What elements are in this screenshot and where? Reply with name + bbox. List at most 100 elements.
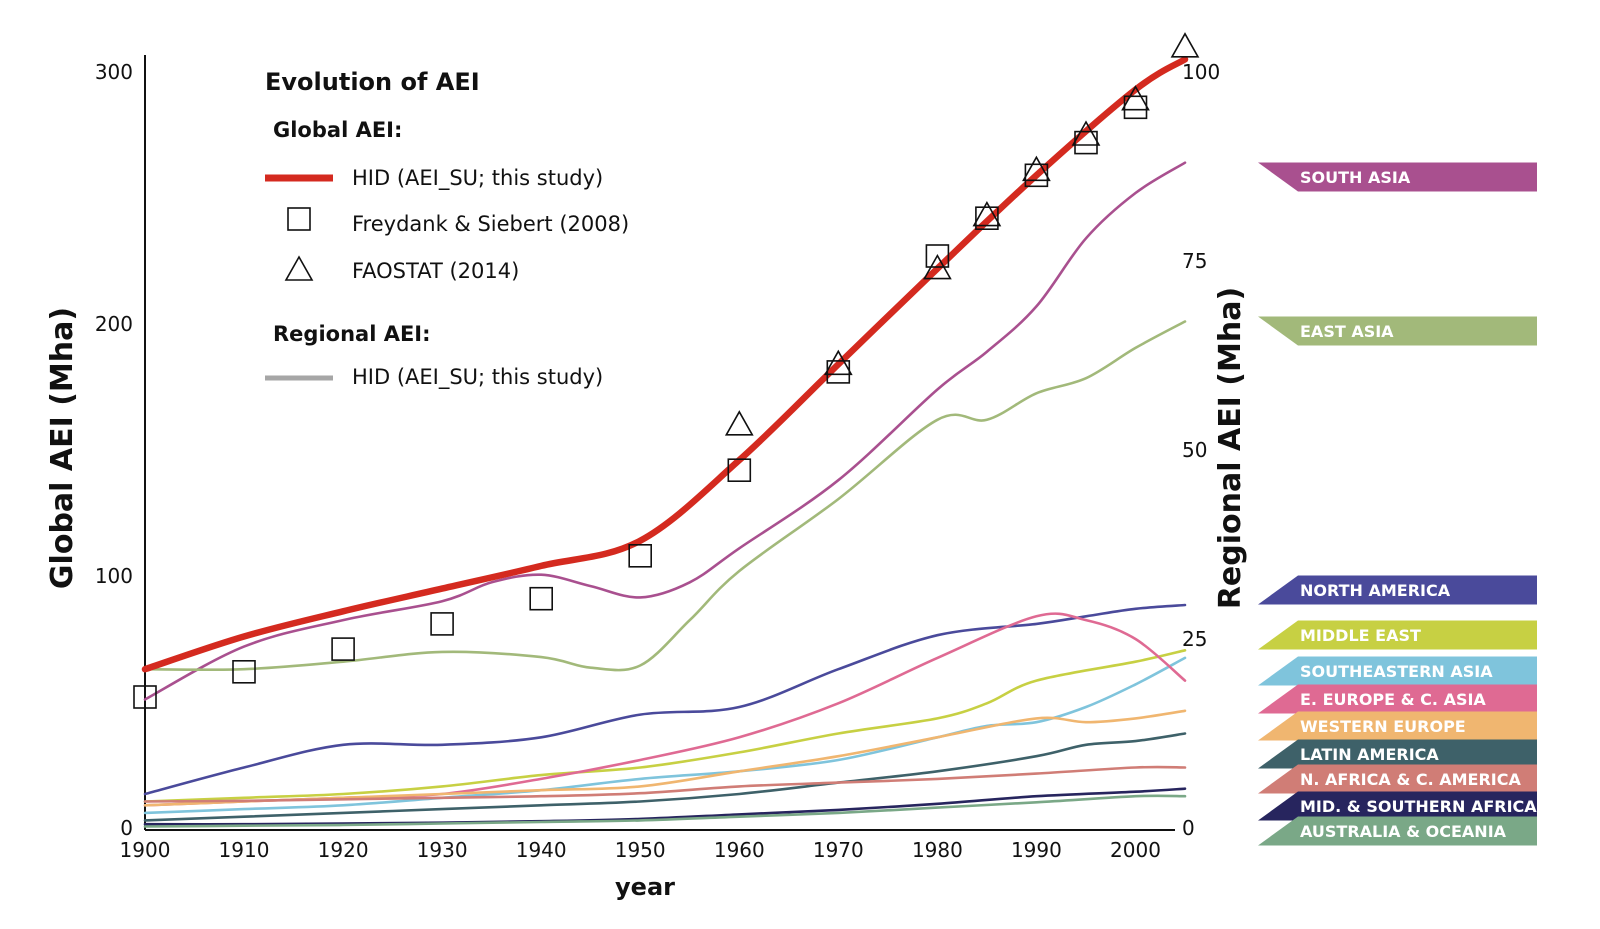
region-tag-shape xyxy=(1258,575,1537,605)
x-tick-label: 1990 xyxy=(1011,838,1062,862)
x-tick-label: 1960 xyxy=(714,838,765,862)
x-tick-label: 1950 xyxy=(615,838,666,862)
regional-line-latin-america xyxy=(143,732,1187,822)
region-tag-n-africa-c-america: N. AFRICA & C. AMERICA xyxy=(1258,764,1537,794)
x-tick-label: 1930 xyxy=(417,838,468,862)
x-tick-label: 1970 xyxy=(813,838,864,862)
freydank-marker-square xyxy=(925,244,950,268)
region-tag-latin-america: LATIN AMERICA xyxy=(1258,739,1537,769)
regional-series-lines xyxy=(143,161,1187,828)
region-tag-label: SOUTHEASTERN ASIA xyxy=(1300,662,1493,681)
x-tick-label: 1900 xyxy=(120,838,171,862)
y2-tick-label: 50 xyxy=(1182,438,1207,462)
region-tag-label: E. EUROPE & C. ASIA xyxy=(1300,690,1486,709)
chart-title: Evolution of AEI xyxy=(265,68,480,96)
freydank-marker-square xyxy=(975,206,999,230)
y-tick-label: 0 xyxy=(120,816,133,840)
x-tick-label: 1910 xyxy=(219,838,270,862)
region-tag-western-europe: WESTERN EUROPE xyxy=(1258,711,1537,741)
region-tag-australia-oceania: AUSTRALIA & OCEANIA xyxy=(1258,816,1537,846)
legend-hid-global-label: HID (AEI_SU; this study) xyxy=(352,166,603,191)
region-tag-shape xyxy=(1258,816,1537,846)
x-tick-label: 1920 xyxy=(318,838,369,862)
region-tag-label: LATIN AMERICA xyxy=(1300,745,1439,764)
y-axis-title-left: Global AEI (Mha) xyxy=(45,307,80,589)
freydank-marker-square xyxy=(133,685,157,709)
y-axis-title-right: Regional AEI (Mha) xyxy=(1213,287,1248,609)
faostat-marker-triangle xyxy=(1170,32,1200,58)
x-axis-title: year xyxy=(615,873,675,901)
region-tag-label: MIDDLE EAST xyxy=(1300,626,1421,645)
legend-freydank-label: Freydank & Siebert (2008) xyxy=(352,212,629,236)
regional-line-mid-southern-africa xyxy=(143,787,1187,826)
legend-global-heading: Global AEI: xyxy=(273,118,402,142)
y-tick-label: 200 xyxy=(95,312,133,336)
global-series-line xyxy=(141,56,1189,673)
freydank-marker-square xyxy=(628,543,653,568)
region-tag-shape xyxy=(1258,162,1537,192)
regional-line-south-asia xyxy=(143,161,1187,701)
faostat-marker-triangle xyxy=(923,253,952,280)
y2-tick-label: 75 xyxy=(1182,249,1207,273)
legend: Evolution of AEI Global AEI: HID (AEI_SU… xyxy=(265,68,629,390)
region-tag-label: NORTH AMERICA xyxy=(1300,581,1451,600)
regional-line-australia-oceania xyxy=(143,794,1187,828)
faostat-marker-triangle xyxy=(1121,85,1150,111)
region-tag-north-america: NORTH AMERICA xyxy=(1258,575,1537,605)
legend-square-marker xyxy=(287,207,311,231)
region-tag-shape xyxy=(1258,739,1537,769)
faostat-marker-triangle xyxy=(972,200,1002,227)
region-tag-shape xyxy=(1258,684,1537,714)
region-tag-label: AUSTRALIA & OCEANIA xyxy=(1300,822,1507,841)
region-tag-east-asia: EAST ASIA xyxy=(1258,316,1537,346)
regional-line-n-africa-c-america xyxy=(143,765,1187,803)
y2-tick-label: 25 xyxy=(1182,627,1207,651)
y-tick-label: 100 xyxy=(95,564,133,588)
faostat-marker-triangle xyxy=(823,349,853,376)
legend-triangle-marker xyxy=(284,255,314,281)
axes xyxy=(144,55,1175,831)
region-tags: SOUTH ASIA EAST ASIA NORTH AMERICA MIDDLE E… xyxy=(1258,162,1537,846)
region-tag-south-asia: SOUTH ASIA xyxy=(1258,162,1537,192)
freydank-marker-square xyxy=(331,637,355,661)
region-tag-shape xyxy=(1258,620,1537,650)
regional-line-western-europe xyxy=(143,709,1187,807)
region-tag-label: MID. & SOUTHERN AFRICA xyxy=(1300,797,1537,816)
legend-hid-regional-label: HID (AEI_SU; this study) xyxy=(352,365,603,390)
freydank-marker-square xyxy=(727,458,752,483)
region-tag-shape xyxy=(1258,316,1537,346)
x-tick-label: 1980 xyxy=(912,838,963,862)
faostat-marker-triangle xyxy=(1071,120,1101,146)
x-tick-label: 2000 xyxy=(1110,838,1161,862)
region-tag-southeastern-asia: SOUTHEASTERN ASIA xyxy=(1258,656,1537,686)
faostat-marker-triangle xyxy=(1022,155,1051,182)
regional-line-east-asia xyxy=(143,320,1187,672)
region-tag-shape xyxy=(1258,656,1537,686)
legend-regional-heading: Regional AEI: xyxy=(273,322,431,346)
freydank-marker-square xyxy=(232,659,256,684)
region-tag-mid-southern-africa: MID. & SOUTHERN AFRICA xyxy=(1258,791,1537,821)
regional-line-middle-east xyxy=(143,649,1187,803)
region-tag-label: EAST ASIA xyxy=(1300,322,1394,341)
x-tick-label: 1940 xyxy=(516,838,567,862)
regional-line-southeastern-asia xyxy=(143,656,1187,815)
legend-faostat-label: FAOSTAT (2014) xyxy=(352,259,519,283)
region-tag-label: SOUTH ASIA xyxy=(1300,168,1411,187)
global-line-hid xyxy=(141,56,1189,673)
region-tag-shape xyxy=(1258,764,1537,794)
region-tag-shape xyxy=(1258,791,1537,821)
freydank-marker-square xyxy=(529,586,554,611)
region-tag-label: N. AFRICA & C. AMERICA xyxy=(1300,770,1521,789)
global-markers xyxy=(133,32,1200,709)
regional-line-north-america xyxy=(143,603,1187,796)
region-tag-shape xyxy=(1258,711,1537,741)
region-tag-e-europe-c-asia: E. EUROPE & C. ASIA xyxy=(1258,684,1537,714)
y2-tick-label: 0 xyxy=(1182,816,1195,840)
tick-labels: 1900 1910 1920 1930 1940 1950 1960 1970 1980 1990… xyxy=(95,60,1220,862)
y2-tick-label: 100 xyxy=(1182,60,1220,84)
region-tag-middle-east: MIDDLE EAST xyxy=(1258,620,1537,650)
freydank-marker-square xyxy=(430,612,454,636)
faostat-marker-triangle xyxy=(724,410,754,436)
y-tick-label: 300 xyxy=(95,60,133,84)
